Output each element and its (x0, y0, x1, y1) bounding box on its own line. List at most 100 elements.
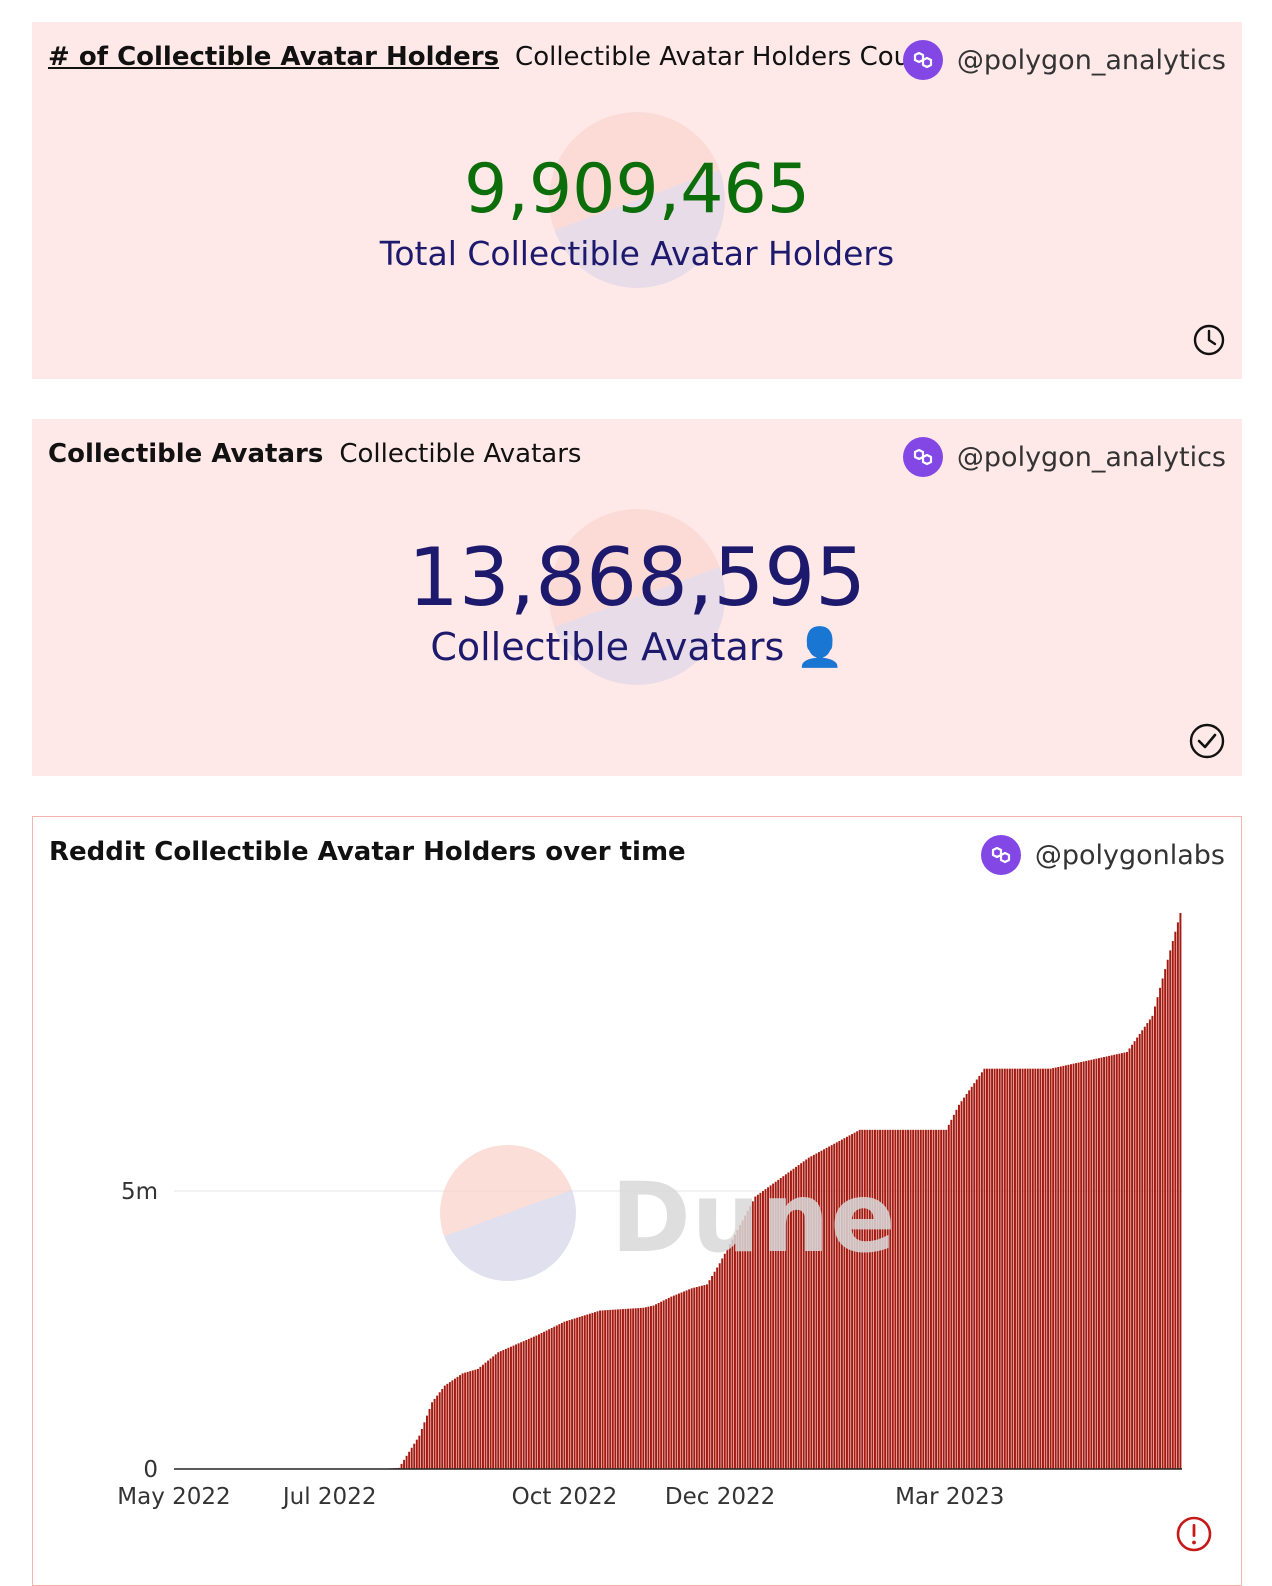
x-tick-label: May 2022 (117, 1484, 230, 1510)
holders-chart-card: Reddit Collectible Avatar Holders over t… (32, 816, 1242, 1586)
card-title[interactable]: Collectible Avatars (48, 439, 323, 469)
chart-bar (614, 1310, 616, 1469)
chart-bar (971, 1087, 973, 1469)
chart-bar (1006, 1069, 1008, 1469)
chart-bar (1179, 913, 1181, 1469)
chart-bar (1029, 1069, 1031, 1469)
chart-bar (645, 1307, 647, 1469)
chart-bar (938, 1130, 940, 1469)
chart-bar (996, 1069, 998, 1469)
chart-bar (507, 1348, 509, 1469)
chart-bar (500, 1351, 502, 1469)
chart-bar (462, 1373, 464, 1469)
chart-bar (670, 1297, 672, 1469)
chart-bar (1009, 1069, 1011, 1469)
chart-bar (599, 1311, 601, 1469)
chart-bar (724, 1254, 726, 1469)
chart-bar (1151, 1016, 1153, 1469)
chart-bar (635, 1308, 637, 1469)
chart-bar (538, 1334, 540, 1469)
chart-bar (625, 1309, 627, 1469)
chart-bar (709, 1280, 711, 1469)
chart-bar (966, 1094, 968, 1469)
chart-bar (431, 1402, 433, 1469)
chart-bar (558, 1324, 560, 1469)
chart-bar (1113, 1055, 1115, 1469)
chart-bar (441, 1389, 443, 1469)
chart-bar (983, 1069, 985, 1469)
author-link[interactable]: @polygon_analytics (903, 437, 1226, 477)
chart-bar (943, 1130, 945, 1469)
error-icon[interactable] (1175, 1515, 1213, 1557)
counter-label: Collectible Avatars 👤 (32, 625, 1242, 670)
chart-bar (1024, 1069, 1026, 1469)
chart-bar (991, 1069, 993, 1469)
chart-bar (1067, 1065, 1069, 1469)
chart-bar (1085, 1061, 1087, 1469)
chart-bar (528, 1339, 530, 1469)
chart-bar (729, 1244, 731, 1469)
chart-bar (1108, 1056, 1110, 1469)
clock-icon[interactable] (1192, 323, 1226, 361)
chart-bar (485, 1363, 487, 1469)
chart-bar (434, 1399, 436, 1469)
chart-bar (535, 1336, 537, 1469)
chart-bar (698, 1286, 700, 1469)
chart-bar (1039, 1069, 1041, 1469)
check-circle-icon[interactable] (1188, 722, 1226, 764)
chart-bar (607, 1310, 609, 1469)
chart-bar (701, 1286, 703, 1469)
chart-bar (454, 1379, 456, 1469)
chart-bar (495, 1354, 497, 1469)
chart-bar (413, 1444, 415, 1469)
chart-bar (1126, 1052, 1128, 1469)
card-subtitle: Collectible Avatar Holders Count (515, 42, 937, 72)
author-name: @polygon_analytics (957, 442, 1226, 473)
chart-bar (594, 1312, 596, 1469)
chart-bar (1159, 988, 1161, 1469)
author-link[interactable]: @polygon_analytics (903, 40, 1226, 80)
chart-bar (681, 1292, 683, 1469)
chart-bar (591, 1313, 593, 1469)
chart-bar (665, 1299, 667, 1469)
y-tick-label: 5m (121, 1179, 158, 1205)
chart-bar (716, 1268, 718, 1469)
chart-bar (1045, 1069, 1047, 1469)
chart-bar (1042, 1069, 1044, 1469)
chart-bar (1144, 1027, 1146, 1469)
card-title-link[interactable]: # of Collectible Avatar Holders (48, 42, 499, 72)
chart-bar (1014, 1069, 1016, 1469)
chart-bar (902, 1130, 904, 1469)
chart-bar (1174, 932, 1176, 1469)
chart-bar (530, 1338, 532, 1469)
chart-bar (597, 1311, 599, 1469)
chart-bar (421, 1429, 423, 1469)
chart-bar (968, 1090, 970, 1469)
chart-bar (576, 1318, 578, 1469)
chart-bar (1167, 960, 1169, 1469)
chart-bar (658, 1303, 660, 1469)
chart-bar (429, 1409, 431, 1469)
chart-bar (569, 1320, 571, 1469)
chart-bar (459, 1375, 461, 1469)
x-tick-label: Jul 2022 (281, 1484, 377, 1510)
chart-bar (640, 1308, 642, 1469)
chart-bar (1090, 1060, 1092, 1469)
chart-bar (479, 1367, 481, 1469)
chart-bar (668, 1298, 670, 1469)
chart-bar (1083, 1061, 1085, 1469)
chart-bar (563, 1322, 565, 1469)
chart-bar (1050, 1069, 1052, 1469)
chart-bar (1106, 1056, 1108, 1469)
chart-bar (1088, 1060, 1090, 1469)
chart-bar (1172, 941, 1174, 1469)
chart-bar (1129, 1048, 1131, 1469)
chart-bar (925, 1130, 927, 1469)
chart-bar (650, 1306, 652, 1469)
chart-bar (688, 1289, 690, 1469)
chart-bar (490, 1359, 492, 1470)
chart-bar (1004, 1069, 1006, 1469)
chart-bar (617, 1309, 619, 1469)
chart-bar (899, 1130, 901, 1469)
chart-bar (418, 1436, 420, 1469)
